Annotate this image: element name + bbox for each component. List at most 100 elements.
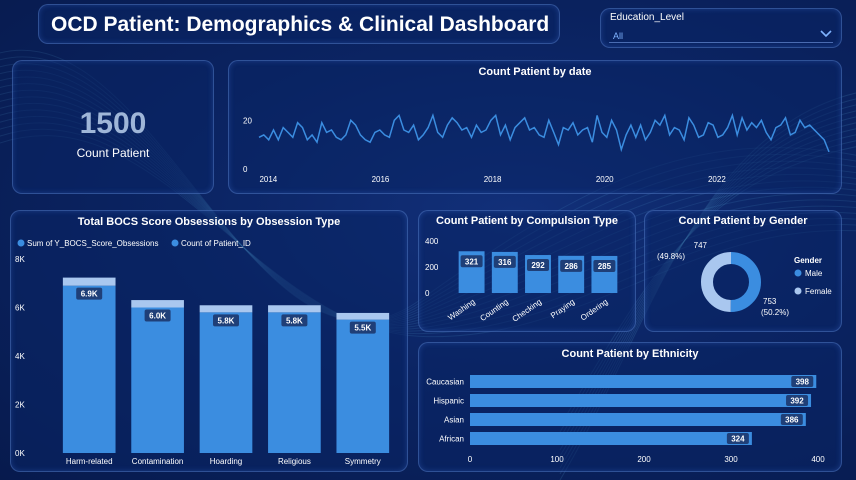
data-label: 747 (694, 241, 708, 250)
data-label: 5.8K (218, 316, 235, 325)
ethnicity-bar-chart: Caucasian 398 Hispanic 392 Asian 386 African 32… (426, 375, 825, 464)
x-tick-label: 400 (811, 455, 825, 464)
x-tick-label: Checking (511, 297, 543, 324)
data-label-background (593, 259, 616, 272)
legend-title: Gender (794, 256, 822, 265)
bar-segment (131, 300, 184, 308)
data-label-background (791, 376, 814, 387)
bar (470, 432, 752, 445)
bar (336, 319, 390, 453)
legend-marker (794, 269, 802, 277)
chevron-down-icon[interactable] (819, 26, 833, 40)
slicer-underline (609, 42, 833, 43)
chart-title: Count Patient by Gender (678, 215, 808, 227)
data-label-background (213, 314, 239, 327)
y-tick-label: 400 (425, 237, 439, 246)
y-tick-label: Caucasian (426, 378, 464, 387)
data-label: 753 (763, 297, 777, 306)
data-label-background (460, 255, 483, 268)
data-label: 286 (565, 262, 579, 271)
x-tick-label: 100 (550, 455, 564, 464)
x-tick-label: Religious (278, 457, 311, 466)
ethnicity-chart-card: Count Patient by Ethnicity Caucasian 398 H… (418, 342, 842, 472)
kpi-value: 1500 (79, 107, 147, 140)
legend-label: Female (805, 287, 832, 296)
data-label: 5.8K (286, 316, 303, 325)
bar (470, 394, 812, 407)
x-tick-label: Counting (479, 297, 510, 323)
x-tick-label: 2022 (708, 175, 726, 184)
obsession-bar-chart: Sum of Y_BOCS_Score_Obsessions Count of P… (15, 239, 390, 466)
data-label-background (76, 287, 103, 300)
y-tick-label: Hispanic (433, 397, 464, 406)
x-tick-label: 2014 (259, 175, 277, 184)
y-tick-label: 2K (15, 401, 25, 410)
date-line-chart: 0 20 2014 2016 2018 2020 2022 (243, 112, 830, 184)
slicer-label: Education_Level (610, 12, 684, 23)
chart-legend: Sum of Y_BOCS_Score_Obsessions Count of P… (17, 239, 251, 248)
data-label-background (349, 321, 376, 334)
x-tick-label: Harm-related (66, 457, 113, 466)
data-label-background (527, 259, 549, 272)
legend-marker (171, 239, 179, 247)
data-label: 386 (785, 416, 799, 425)
data-label-background (560, 259, 583, 272)
data-label: (50.2%) (761, 308, 789, 317)
education-level-slicer[interactable]: Education_Level All (600, 8, 842, 48)
bar (470, 375, 817, 388)
bar-segment (62, 277, 116, 286)
data-label-background (144, 309, 171, 322)
slicer-selected-value[interactable]: All (613, 31, 624, 41)
series-line (258, 112, 830, 153)
chart-title: Count Patient by date (478, 66, 592, 78)
data-label-background (281, 314, 308, 327)
chart-title: Count Patient by Compulsion Type (436, 215, 618, 227)
data-label: 392 (790, 397, 804, 406)
bar (199, 312, 253, 453)
y-tick-label: 0 (243, 165, 248, 174)
x-tick-label: Ordering (579, 297, 610, 322)
bar-segment (336, 312, 390, 320)
kpi-label: Count Patient (76, 146, 150, 160)
obsession-chart-card: Total BOCS Score Obsessions by Obsession… (10, 210, 408, 472)
compulsion-bar-chart: 0 200 400 321 Washing 316 Counting 292 Checking 2… (425, 237, 618, 324)
data-label-background (786, 395, 809, 406)
pie-slice (701, 252, 732, 312)
x-tick-label: 200 (637, 455, 651, 464)
data-label: 398 (796, 378, 810, 387)
y-tick-label: 200 (425, 263, 439, 272)
data-label: 6.9K (81, 290, 98, 299)
data-label: 324 (731, 435, 745, 444)
x-tick-label: Hoarding (210, 457, 242, 466)
data-label-background (780, 414, 803, 425)
bar-segment (199, 305, 253, 313)
data-label-background (726, 433, 749, 444)
chart-title: Count Patient by Ethnicity (561, 348, 699, 360)
data-label: 316 (498, 258, 512, 267)
compulsion-chart-card: Count Patient by Compulsion Type 0 200 400… (418, 210, 636, 332)
x-tick-label: Washing (446, 297, 476, 322)
bar-segment (268, 305, 321, 313)
data-label: 5.5K (354, 324, 371, 333)
date-chart-card: Count Patient by date 0 20 2014 2016 2018 202… (228, 60, 842, 194)
y-tick-label: 20 (243, 116, 252, 125)
x-tick-label: Praying (549, 297, 576, 320)
chart-legend: Gender Male Female (794, 256, 832, 296)
title-card: OCD Patient: Demographics & Clinical Das… (38, 4, 560, 44)
y-tick-label: African (439, 435, 464, 444)
y-tick-label: 0K (15, 449, 25, 458)
bar (62, 285, 116, 453)
legend-label: Count of Patient_ID (181, 239, 251, 248)
data-label: 6.0K (149, 312, 166, 321)
bar (268, 312, 321, 453)
data-label-background (493, 255, 516, 268)
x-tick-label: Contamination (132, 457, 184, 466)
data-label: 292 (531, 261, 545, 270)
legend-marker (17, 239, 25, 247)
pie-slice (730, 252, 761, 312)
x-tick-label: 300 (724, 455, 738, 464)
y-tick-label: Asian (444, 416, 464, 425)
data-label: 321 (465, 257, 479, 266)
x-tick-label: 2018 (484, 175, 502, 184)
x-tick-label: Symmetry (345, 457, 381, 466)
